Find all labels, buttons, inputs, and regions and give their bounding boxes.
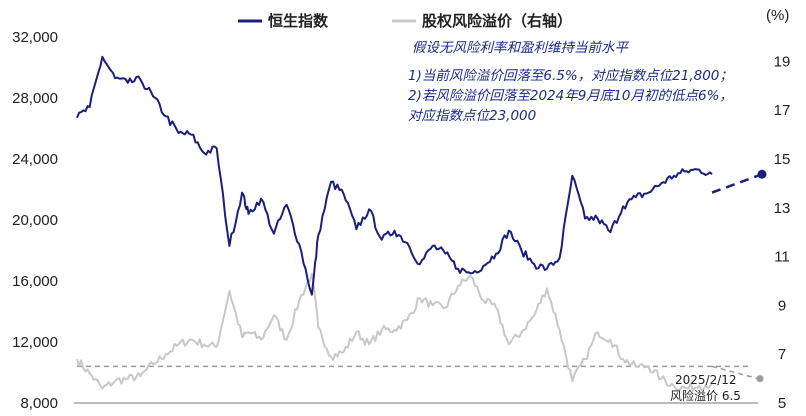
hsi-series-layer bbox=[76, 55, 713, 296]
left-tick-label: 32,000 bbox=[12, 29, 58, 46]
legend-label-hsi: 恒生指数 bbox=[268, 12, 329, 30]
left-axis-ticks: 32,000 28,000 24,000 20,000 16,000 12,000 8,00… bbox=[12, 29, 58, 412]
annotation-line-1: 1)当前风险溢价回落至6.5%，对应指数点位21,800； bbox=[408, 68, 733, 84]
hsi-projection-point bbox=[757, 169, 767, 179]
right-axis-ticks: 19 17 15 13 11 9 7 5 bbox=[774, 53, 791, 412]
left-tick-label: 16,000 bbox=[12, 273, 58, 290]
hsi-projection-line bbox=[711, 173, 763, 194]
right-tick-label: 13 bbox=[774, 200, 791, 217]
left-tick-label: 8,000 bbox=[20, 395, 58, 412]
left-tick-label: 28,000 bbox=[12, 90, 58, 107]
erp-projection-line bbox=[711, 365, 759, 380]
right-tick-label: 7 bbox=[778, 346, 786, 363]
right-tick-label: 11 bbox=[774, 249, 790, 266]
legend-label-erp: 股权风险溢价（右轴） bbox=[422, 12, 572, 30]
end-label-date: 2025/2/12 bbox=[675, 373, 737, 387]
right-tick-label: 17 bbox=[774, 102, 791, 119]
right-axis-unit: (%) bbox=[766, 7, 789, 24]
left-tick-label: 24,000 bbox=[12, 151, 58, 168]
right-tick-label: 9 bbox=[778, 297, 786, 314]
hsi-series-line bbox=[76, 55, 713, 296]
annotation-line-3: 对应指数点位23,000 bbox=[408, 108, 536, 124]
annotation-line-0: 假设无风险利率和盈利维持当前水平 bbox=[412, 40, 629, 56]
right-tick-label: 15 bbox=[774, 151, 791, 168]
erp-end-point bbox=[756, 375, 764, 383]
annotation-box: 假设无风险利率和盈利维持当前水平 1)当前风险溢价回落至6.5%，对应指数点位2… bbox=[408, 40, 733, 124]
annotation-line-2: 2)若风险溢价回落至2024年9月底10月初的低点6%， bbox=[408, 88, 733, 104]
left-tick-label: 20,000 bbox=[12, 212, 58, 229]
right-tick-label: 5 bbox=[778, 395, 786, 412]
projection-layer bbox=[711, 169, 767, 383]
legend: 恒生指数 股权风险溢价（右轴） bbox=[238, 12, 572, 30]
erp-series-line bbox=[76, 272, 713, 392]
erp-series-layer bbox=[76, 272, 713, 392]
left-tick-label: 12,000 bbox=[12, 334, 58, 351]
right-tick-label: 19 bbox=[774, 53, 791, 70]
end-label-erp: 风险溢价 6.5 bbox=[670, 388, 741, 403]
